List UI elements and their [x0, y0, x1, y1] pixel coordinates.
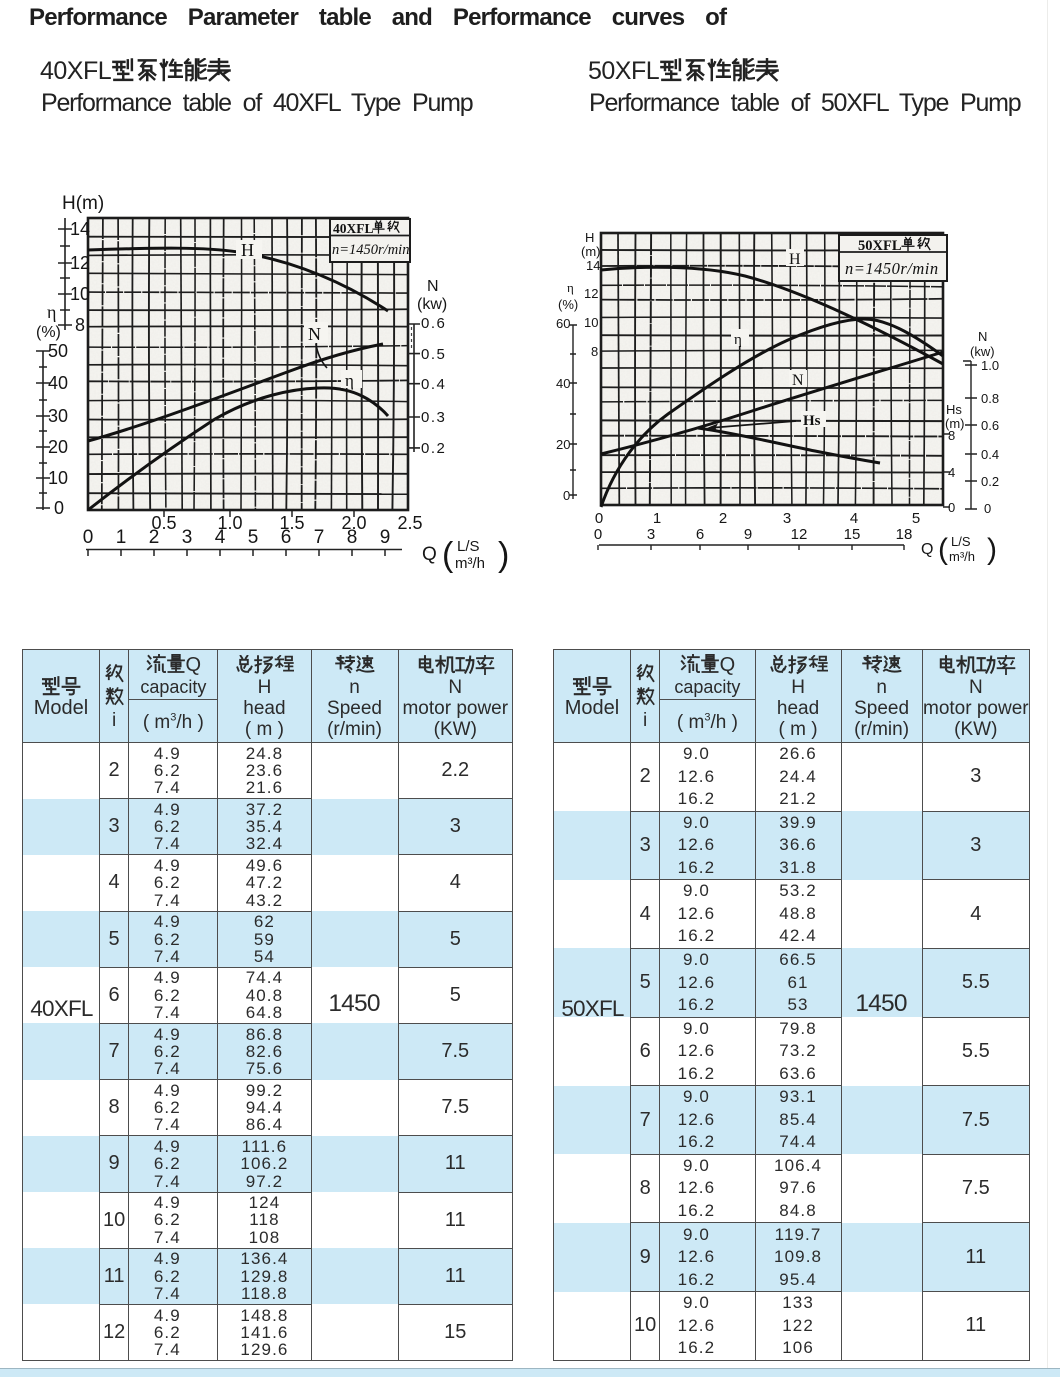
svg-text:(%): (%) [36, 324, 61, 341]
svg-text:(kw): (kw) [970, 344, 995, 359]
svg-text:(kw): (kw) [417, 296, 447, 313]
svg-text:20: 20 [556, 437, 570, 452]
svg-text:0.4: 0.4 [421, 376, 446, 393]
svg-text:m³/h: m³/h [455, 555, 485, 572]
svg-text:n=1450r/min: n=1450r/min [845, 259, 939, 278]
svg-text:N: N [308, 324, 321, 344]
svg-text:0: 0 [54, 498, 64, 518]
svg-text:1.5: 1.5 [279, 513, 304, 533]
svg-text:2: 2 [719, 510, 727, 527]
svg-text:9: 9 [380, 527, 391, 548]
svg-text:2: 2 [149, 527, 160, 548]
svg-text:N: N [792, 372, 804, 389]
svg-text:4: 4 [850, 510, 858, 527]
svg-text:H: H [789, 251, 801, 268]
svg-text:0: 0 [948, 500, 955, 515]
svg-text:12: 12 [584, 286, 598, 301]
svg-text:8: 8 [75, 315, 85, 335]
svg-text:0.8: 0.8 [981, 391, 999, 406]
svg-text:H: H [241, 240, 254, 260]
svg-text:0.5: 0.5 [421, 346, 446, 363]
svg-text:): ) [498, 536, 509, 574]
svg-text:0: 0 [984, 501, 991, 516]
svg-text:7: 7 [314, 527, 325, 548]
svg-text:40: 40 [48, 373, 68, 393]
svg-text:0.4: 0.4 [981, 447, 999, 462]
svg-text:12: 12 [791, 526, 808, 543]
svg-text:Hs: Hs [803, 413, 821, 429]
svg-text:L/S: L/S [951, 534, 971, 549]
svg-text:30: 30 [48, 406, 68, 426]
svg-text:m³/h: m³/h [949, 549, 975, 564]
svg-text:10: 10 [48, 468, 68, 488]
svg-text:0.5: 0.5 [151, 513, 176, 533]
svg-text:0: 0 [595, 510, 603, 527]
svg-text:15: 15 [844, 526, 861, 543]
svg-text:20: 20 [48, 437, 68, 457]
svg-text:η: η [47, 302, 56, 322]
svg-text:18: 18 [896, 526, 913, 543]
svg-text:8: 8 [591, 344, 598, 359]
svg-text:1.0: 1.0 [981, 358, 999, 373]
svg-text:40XFL: 40XFL [333, 221, 374, 236]
svg-text:50XFL: 50XFL [858, 238, 902, 254]
svg-text:0.2: 0.2 [421, 440, 446, 457]
svg-text:8: 8 [347, 527, 358, 548]
svg-text:60: 60 [556, 316, 570, 331]
svg-text:40: 40 [556, 376, 570, 391]
svg-text:14: 14 [70, 219, 90, 239]
svg-text:1: 1 [653, 510, 661, 527]
svg-text:2.5: 2.5 [397, 513, 422, 533]
svg-text:0: 0 [83, 527, 94, 548]
svg-text:0: 0 [594, 526, 602, 543]
svg-text:H(m): H(m) [62, 193, 104, 214]
svg-text:Q: Q [422, 544, 437, 565]
svg-text:6: 6 [281, 527, 292, 548]
svg-text:8: 8 [948, 428, 955, 443]
svg-text:0.2: 0.2 [981, 474, 999, 489]
svg-text:3: 3 [647, 526, 655, 543]
svg-text:50: 50 [48, 341, 68, 361]
svg-text:3: 3 [783, 510, 791, 527]
svg-text:η: η [345, 371, 354, 390]
svg-text:0: 0 [563, 488, 570, 503]
svg-text:1.0: 1.0 [217, 513, 242, 533]
svg-text:4: 4 [948, 465, 955, 480]
svg-text:Q: Q [921, 541, 933, 558]
svg-text:10: 10 [70, 284, 90, 304]
svg-text:L/S: L/S [457, 538, 480, 555]
svg-text:η: η [734, 332, 742, 348]
svg-text:4: 4 [215, 527, 226, 548]
svg-text:(m): (m) [945, 416, 965, 431]
svg-text:(: ( [442, 536, 454, 574]
svg-text:H: H [585, 230, 594, 245]
svg-text:Hs: Hs [946, 402, 962, 417]
svg-text:2.0: 2.0 [341, 513, 366, 533]
svg-text:(: ( [938, 533, 948, 566]
svg-text:): ) [987, 533, 997, 566]
svg-text:0.3: 0.3 [421, 409, 446, 426]
svg-text:(%): (%) [558, 297, 578, 312]
svg-text:0.6: 0.6 [981, 418, 999, 433]
svg-text:12: 12 [70, 253, 90, 273]
svg-text:N: N [427, 278, 439, 295]
svg-text:10: 10 [584, 315, 598, 330]
svg-text:n=1450r/min: n=1450r/min [332, 242, 409, 258]
svg-text:14: 14 [586, 258, 600, 273]
svg-text:6: 6 [696, 526, 704, 543]
svg-text:0.6: 0.6 [421, 315, 446, 332]
svg-text:5: 5 [912, 510, 920, 527]
svg-text:(m): (m) [581, 244, 601, 259]
svg-text:1: 1 [116, 527, 127, 548]
svg-text:5: 5 [248, 527, 259, 548]
svg-text:9: 9 [744, 526, 752, 543]
svg-text:3: 3 [182, 527, 193, 548]
svg-text:η: η [567, 280, 574, 295]
svg-text:N: N [978, 329, 987, 344]
